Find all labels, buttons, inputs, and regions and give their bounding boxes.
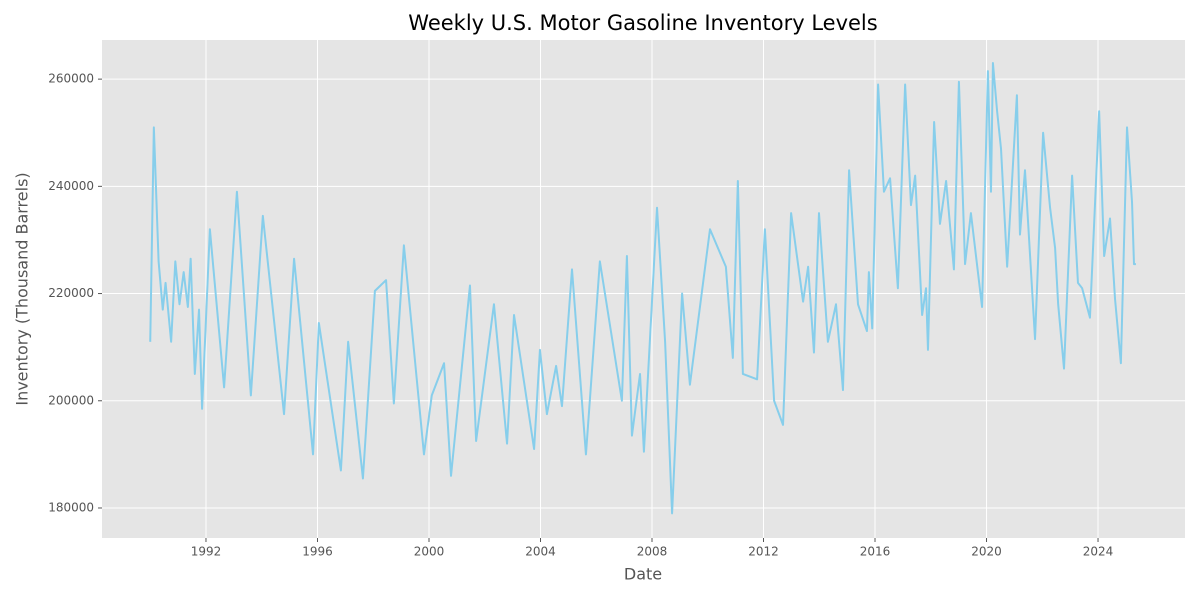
y-tick-label: 180000 [48,500,94,514]
x-tick-label: 2004 [525,545,556,559]
y-tick-label: 200000 [48,393,94,407]
y-tick-label: 220000 [48,286,94,300]
chart-title: Weekly U.S. Motor Gasoline Inventory Lev… [408,11,877,35]
x-tick-label: 2000 [414,545,445,559]
x-tick-label: 2020 [971,545,1002,559]
x-tick-label: 2024 [1083,545,1114,559]
x-tick-label: 1996 [302,545,333,559]
x-tick-label: 2008 [637,545,668,559]
data-line [149,62,1136,515]
y-tick-label: 260000 [48,72,94,86]
x-tick-label: 2016 [860,545,891,559]
x-tick-label: 1992 [191,545,222,559]
plot-area [102,40,1185,538]
y-axis-label: Inventory (Thousand Barrels) [13,172,32,405]
x-tick-label: 2012 [748,545,779,559]
y-tick-label: 240000 [48,179,94,193]
x-axis-label: Date [624,565,662,584]
